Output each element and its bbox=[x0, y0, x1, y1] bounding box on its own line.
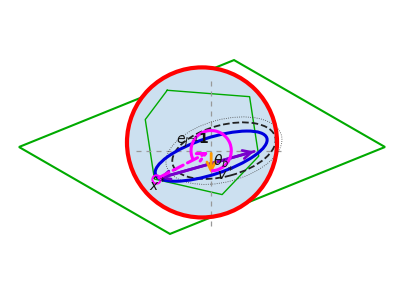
Circle shape bbox=[127, 67, 277, 218]
Text: $v^*$: $v^*$ bbox=[217, 164, 234, 183]
Text: $e_{J^{-1}}\mathbf{1}$: $e_{J^{-1}}\mathbf{1}$ bbox=[177, 131, 210, 150]
Text: $\hat{x}^*$: $\hat{x}^*$ bbox=[149, 176, 166, 194]
Text: $\theta_b$: $\theta_b$ bbox=[213, 152, 229, 170]
